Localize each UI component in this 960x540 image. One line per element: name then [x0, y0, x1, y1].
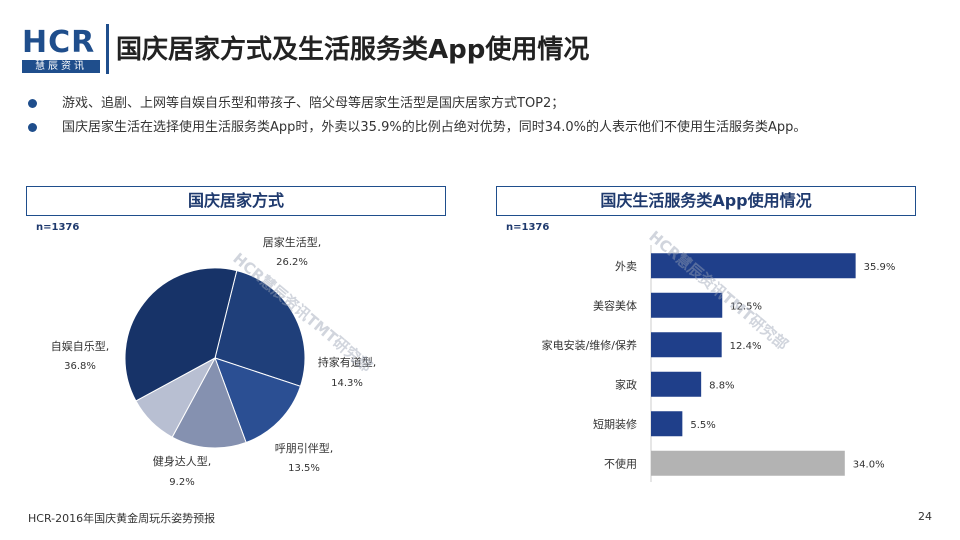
bar-category-label: 美容美体 [593, 298, 637, 312]
pie-slice-value: 14.3% [331, 378, 363, 389]
bullet-text: 国庆居家生活在选择使用生活服务类App时，外卖以35.9%的比例占绝对优势，同时… [62, 120, 807, 135]
bar-panel-header: 国庆生活服务类App使用情况 [496, 186, 916, 216]
bar-5 [651, 450, 845, 476]
pie-slice [171, 356, 247, 449]
pie-slice [124, 267, 238, 402]
bar-category-label: 不使用 [604, 457, 637, 470]
bar-4 [651, 411, 683, 437]
pie-slice [214, 270, 306, 387]
title-divider [106, 24, 109, 74]
bar-category-label: 家电安装/维修/保养 [542, 338, 637, 352]
bar-0 [651, 253, 856, 279]
bar-value-label: 34.0% [853, 459, 885, 470]
bar-value-label: 8.8% [709, 380, 734, 391]
pie-panel-header: 国庆居家方式 [26, 186, 446, 216]
pie-slice-value: 9.2% [169, 477, 194, 488]
pie-slice-value: 36.8% [64, 361, 96, 372]
bar-category-label: 家政 [615, 377, 637, 391]
bullet-dot-icon [28, 99, 37, 108]
bar-2 [651, 332, 722, 358]
footer-source: HCR-2016年国庆黄金周玩乐姿势预报 [28, 512, 216, 525]
logo-subtext: 慧辰资讯 [22, 60, 100, 73]
pie-slice [214, 357, 302, 444]
bar-value-label: 35.9% [864, 262, 896, 273]
page-title: 国庆居家方式及生活服务类App使用情况 [116, 35, 590, 65]
bar-category-label: 外卖 [615, 260, 637, 273]
pie-slice-label: 健身达人型, [153, 454, 212, 468]
bullet-item: 游戏、追剧、上网等自娱自乐型和带孩子、陪父母等居家生活型是国庆居家方式TOP2； [28, 95, 908, 113]
bullet-list: 游戏、追剧、上网等自娱自乐型和带孩子、陪父母等居家生活型是国庆居家方式TOP2；… [28, 95, 908, 143]
logo-text: HCR [22, 25, 96, 60]
bar-category-label: 短期装修 [593, 417, 637, 431]
hcr-logo: HCR 慧辰资讯 [22, 28, 100, 74]
bullet-dot-icon [28, 123, 37, 132]
bar-value-label: 5.5% [690, 420, 715, 431]
pie-sample-size: n=1376 [36, 222, 80, 233]
bullet-text: 游戏、追剧、上网等自娱自乐型和带孩子、陪父母等居家生活型是国庆居家方式TOP2； [62, 96, 565, 111]
pie-slice-value: 13.5% [288, 463, 320, 474]
bar-3 [651, 371, 702, 397]
bar-1 [651, 292, 723, 318]
bullet-item: 国庆居家生活在选择使用生活服务类App时，外卖以35.9%的比例占绝对优势，同时… [28, 119, 908, 137]
bar-value-label: 12.5% [730, 301, 762, 312]
pie-slice-value: 26.2% [276, 257, 308, 268]
pie-slice-label: 自娱自乐型, [51, 339, 110, 353]
pie-slice-label: 居家生活型, [263, 235, 322, 249]
bar-value-label: 12.4% [730, 341, 762, 352]
bar-sample-size: n=1376 [506, 222, 550, 233]
page-number: 24 [918, 510, 932, 523]
pie-slice-label: 呼朋引伴型, [275, 441, 334, 455]
pie-slice-label: 持家有道型, [318, 355, 377, 369]
